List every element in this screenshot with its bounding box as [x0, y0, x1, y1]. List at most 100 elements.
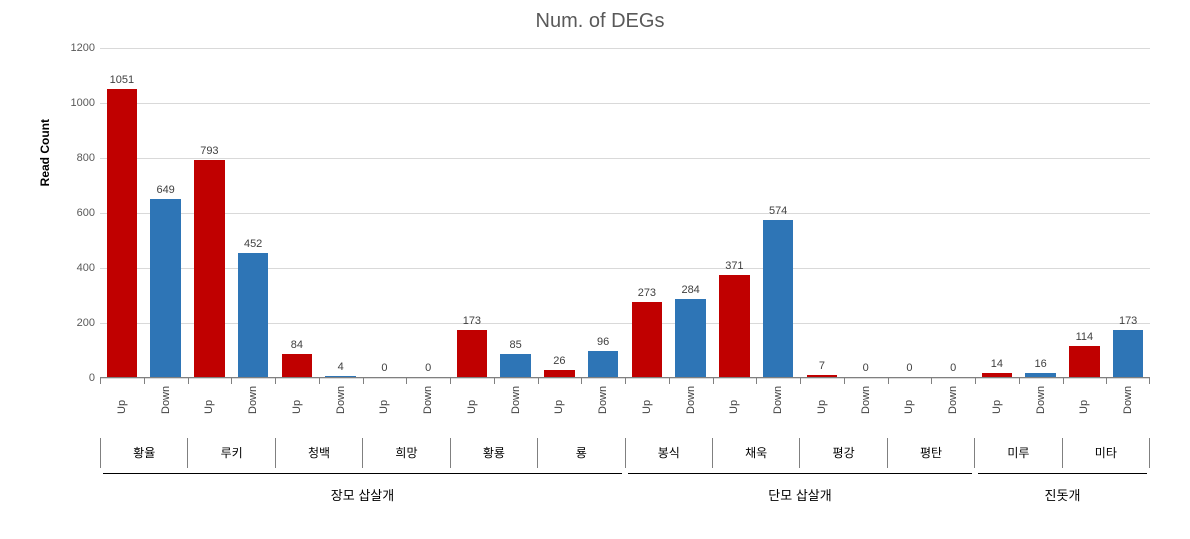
up-bar: 26 [544, 370, 575, 377]
bar-value-label: 0 [381, 362, 387, 374]
x-sublabel: Up [116, 400, 128, 414]
y-tick: 1200 [55, 42, 95, 54]
x-sublabel: Up [641, 400, 653, 414]
x-sublabel-slot: Down [669, 378, 713, 438]
x-tick [975, 378, 976, 384]
category-label: 평탄 [887, 438, 974, 468]
down-bar: 284 [675, 299, 706, 377]
x-tick [625, 378, 626, 384]
up-bar: 793 [194, 160, 225, 377]
x-tick [1106, 378, 1107, 384]
bar-slot: 4 [319, 48, 363, 377]
category-label: 미타 [1062, 438, 1150, 468]
group-bracket-line [628, 473, 972, 474]
bar-value-label: 4 [338, 361, 344, 373]
bar-value-label: 273 [638, 287, 656, 299]
bar-slot: 793 [188, 48, 232, 377]
x-sublabel: Down [947, 386, 959, 414]
down-bar: 16 [1025, 373, 1056, 377]
x-sublabel-slot: Up [975, 378, 1019, 438]
up-bar: 173 [457, 330, 488, 377]
x-axis-category-labels: 황율루키청백희망황룡룡봉식채욱평강평탄미루미타 [100, 438, 1150, 468]
x-sublabel-slot: Up [800, 378, 844, 438]
x-tick [1063, 378, 1064, 384]
category-label: 루키 [187, 438, 274, 468]
x-tick [844, 378, 845, 384]
bar-slot: 574 [756, 48, 800, 377]
category-label: 평강 [799, 438, 886, 468]
bars-row: 1051649793452844001738526962732843715747… [100, 48, 1150, 378]
x-tick [188, 378, 189, 384]
category-label: 희망 [362, 438, 449, 468]
bar-value-label: 14 [991, 358, 1003, 370]
group-label-text: 진돗개 [1045, 488, 1081, 503]
x-sublabel-slot: Down [1106, 378, 1150, 438]
down-bar: 452 [238, 253, 269, 377]
y-tick: 0 [55, 372, 95, 384]
x-tick [756, 378, 757, 384]
bar-value-label: 0 [906, 362, 912, 374]
x-sublabel: Down [510, 386, 522, 414]
y-axis-label: Read Count [38, 119, 52, 186]
x-sublabel: Up [553, 400, 565, 414]
category-label: 황율 [100, 438, 187, 468]
x-sublabel-slot: Up [363, 378, 407, 438]
bar-slot: 114 [1063, 48, 1107, 377]
x-sublabel: Down [772, 386, 784, 414]
bar-value-label: 96 [597, 336, 609, 348]
bar-value-label: 284 [681, 284, 699, 296]
x-sublabel-slot: Up [625, 378, 669, 438]
chart-title: Num. of DEGs [40, 10, 1160, 33]
x-tick [144, 378, 145, 384]
x-sublabel-slot: Down [581, 378, 625, 438]
bar-slot: 173 [450, 48, 494, 377]
y-axis: 020040060080010001200 [55, 48, 95, 378]
x-tick [538, 378, 539, 384]
x-sublabel: Down [1035, 386, 1047, 414]
plot-area: Read Count 020040060080010001200 1051649… [100, 48, 1150, 378]
bar-slot: 0 [931, 48, 975, 377]
x-tick [713, 378, 714, 384]
x-sublabel-slot: Up [713, 378, 757, 438]
x-sublabel: Down [247, 386, 259, 414]
x-sublabel: Up [816, 400, 828, 414]
x-sublabel-slot: Down [319, 378, 363, 438]
x-sublabel-slot: Down [144, 378, 188, 438]
x-tick [931, 378, 932, 384]
chart-container: Num. of DEGs Read Count 0200400600800100… [40, 10, 1160, 520]
bar-value-label: 1051 [110, 74, 134, 86]
bar-slot: 0 [363, 48, 407, 377]
bar-value-label: 85 [510, 339, 522, 351]
bar-slot: 16 [1019, 48, 1063, 377]
x-tick [800, 378, 801, 384]
bar-slot: 1051 [100, 48, 144, 377]
bar-slot: 14 [975, 48, 1019, 377]
category-label: 황룡 [450, 438, 537, 468]
x-tick [363, 378, 364, 384]
x-tick [100, 378, 101, 384]
x-tick [888, 378, 889, 384]
bar-value-label: 0 [863, 362, 869, 374]
bar-value-label: 371 [725, 260, 743, 272]
y-tick: 600 [55, 207, 95, 219]
x-sublabel-slot: Down [406, 378, 450, 438]
y-tick: 800 [55, 152, 95, 164]
bar-slot: 26 [538, 48, 582, 377]
x-sublabel-slot: Down [1019, 378, 1063, 438]
x-sublabel: Up [991, 400, 1003, 414]
x-tick [406, 378, 407, 384]
down-bar: 574 [763, 220, 794, 377]
bar-value-label: 0 [950, 362, 956, 374]
x-sublabel-slot: Up [450, 378, 494, 438]
group-label-text: 단모 삽살개 [768, 488, 831, 503]
bar-slot: 649 [144, 48, 188, 377]
down-bar: 85 [500, 354, 531, 377]
x-sublabel: Up [728, 400, 740, 414]
x-sublabel-slot: Up [1063, 378, 1107, 438]
down-bar: 649 [150, 199, 181, 377]
bar-slot: 273 [625, 48, 669, 377]
x-sublabel-slot: Up [888, 378, 932, 438]
up-bar: 1051 [107, 89, 138, 377]
bar-slot: 0 [888, 48, 932, 377]
bar-slot: 84 [275, 48, 319, 377]
